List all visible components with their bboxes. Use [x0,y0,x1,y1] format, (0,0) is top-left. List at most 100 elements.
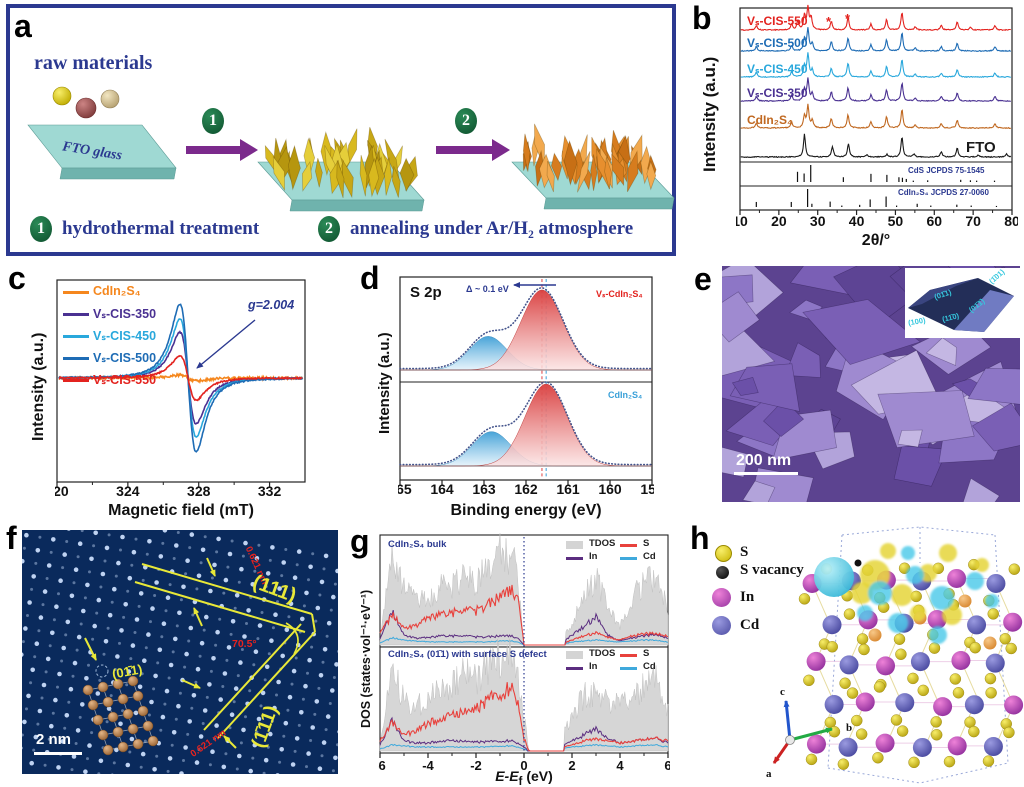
axis-a-label: a [766,768,772,780]
xrd-series-500-label: Vₛ-CIS-500 [747,36,808,50]
xrd-plot: 10 20 30 40 50 60 70 80 [736,4,1018,229]
legend-sphere-s [715,545,732,562]
legend-s-vacancy-label: S vacancy [740,562,804,578]
dos-legend-line-cd-top [620,557,637,560]
svg-text:332: 332 [258,483,282,499]
dos-legend-in-top: In [589,551,598,562]
legend2-badge: 2 [318,216,340,242]
svg-text:164: 164 [430,481,454,495]
svg-text:70: 70 [965,213,981,229]
svg-text:2: 2 [568,758,575,773]
svg-text:324: 324 [116,483,140,499]
svg-text:-6: -6 [378,758,386,773]
panel-h-label: h [690,520,710,556]
legend-s-label: S [740,544,749,560]
panel-f-label: f [6,520,17,556]
step1-badge: 1 [202,108,224,134]
panel-e-label: e [694,261,712,297]
dos-legend-line-in-bottom [566,667,583,670]
epr-legend-line-350 [63,313,89,316]
dos-xlabel: E-Ef (eV) [495,768,553,787]
epr-legend-450: Vₛ-CIS-450 [93,329,157,343]
panel-g-label: g [350,523,370,559]
epr-plot: 320 324 328 332 [55,279,306,499]
legend-sphere-s-vacancy [716,566,729,579]
svg-text:0: 0 [520,758,527,773]
panel-a-border [6,4,676,256]
legend1-badge: 1 [30,216,52,242]
dos-legend-tdos-bottom: TDOS [589,648,616,659]
dos-bottom-title: CdIn₂S₄ (01̄1) with surface S defect [388,649,547,660]
panel-a-label: a [14,8,32,44]
xps-top-label: Vₛ-CdIn₂S₄ [596,289,643,299]
dos-plot: -6 -4 -2 0 2 4 6 [378,533,670,773]
legend-sphere-cd [712,616,731,635]
svg-text:165: 165 [398,481,412,495]
g-factor-annotation: g=2.004 [248,298,295,312]
step2-badge: 2 [455,108,477,134]
dos-ylabel: DOS (states·vol⁻¹·eV⁻¹) [359,589,373,728]
epr-legend-line-550 [63,379,89,382]
svg-text:320: 320 [55,483,69,499]
xrd-series-450-label: Vₛ-CIS-450 [747,62,808,76]
panel-c-label: c [8,260,26,296]
xrd-ylabel: Intensity (a.u.) [700,56,719,172]
svg-text:160: 160 [598,481,622,495]
dos-legend-swatch-tdos-bottom [566,651,583,659]
xps-ylabel: Intensity (a.u.) [376,332,393,434]
axis-b-label: b [846,722,853,734]
sem-image [722,266,1020,502]
crystal-structure-model [772,526,1024,784]
xps-delta-annotation: Δ ~ 0.1 eV [466,284,509,294]
tem-scale-bar [34,752,82,755]
sem-scale-bar [734,472,798,475]
dos-legend-in-bottom: In [589,661,598,672]
epr-legend-550: Vₛ-CIS-550 [93,373,157,387]
raw-materials-label: raw materials [34,52,153,74]
epr-legend-cis: CdIn₂S₄ [93,284,141,298]
dos-legend-s-bottom: S [643,648,650,659]
angle-label: 70.5° [232,638,257,650]
asterisk-mark-1: * [826,14,832,29]
asterisk-mark-2: * [845,11,851,26]
dos-legend-line-cd-bottom [620,667,637,670]
epr-legend-500: Vₛ-CIS-500 [93,351,157,365]
xps-title: S 2p [410,284,442,301]
legend-sphere-in [712,588,731,607]
axis-c-label: c [780,686,785,698]
svg-text:60: 60 [926,213,942,229]
synthesis-scheme-drawing [27,86,675,212]
panel-d-label: d [360,260,380,296]
xps-xlabel: Binding energy (eV) [450,502,602,519]
xps-plot: 165 164 163 162 161 160 159 [398,276,654,495]
svg-text:50: 50 [888,213,904,229]
legend1-text: hydrothermal treatment [62,218,260,239]
dos-legend-line-in-top [566,557,583,560]
epr-legend-350: Vₛ-CIS-350 [93,307,157,321]
dos-legend-swatch-tdos-top [566,541,583,549]
epr-xlabel: Magnetic field (mT) [108,502,254,519]
svg-text:10: 10 [736,213,748,229]
dos-legend-cd-bottom: Cd [643,661,656,672]
epr-ylabel: Intensity (a.u.) [30,332,47,441]
xrd-xlabel: 2θ/° [861,232,891,249]
svg-text:80: 80 [1004,213,1018,229]
svg-text:6: 6 [664,758,670,773]
epr-legend-line-cis [63,291,89,294]
svg-text:4: 4 [616,758,624,773]
xrd-series-550-label: Vₛ-CIS-550 [747,14,808,28]
legend-cd-label: Cd [740,617,760,633]
xrd-series-cis-label: CdIn₂S₄ [747,113,793,127]
legend-in-label: In [740,589,755,605]
legend2-text: annealing under Ar/H₂ atmosphere [350,218,634,239]
svg-text:-2: -2 [470,758,482,773]
xps-bottom-label: CdIn₂S₄ [608,390,643,400]
dos-legend-line-s-bottom [620,654,637,657]
dos-top-title: CdIn₂S₄ bulk [388,539,447,550]
epr-legend-line-450 [63,335,89,338]
xrd-cds-jcpds-label: CdS JCPDS 75-1545 [908,166,985,175]
hrtem-image [22,530,338,774]
dos-legend-s-top: S [643,538,650,549]
panel-b-label: b [692,0,712,36]
